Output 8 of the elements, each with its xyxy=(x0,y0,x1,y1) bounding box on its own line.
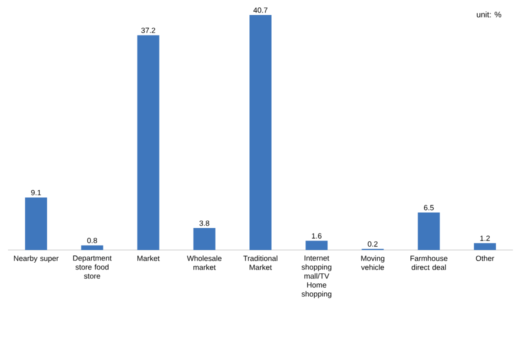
bar xyxy=(418,212,440,250)
bar xyxy=(25,197,48,250)
bar xyxy=(81,245,104,250)
bar xyxy=(249,14,272,250)
bar xyxy=(137,35,160,250)
bar xyxy=(193,228,216,250)
bar xyxy=(306,240,328,250)
bar xyxy=(474,243,496,250)
